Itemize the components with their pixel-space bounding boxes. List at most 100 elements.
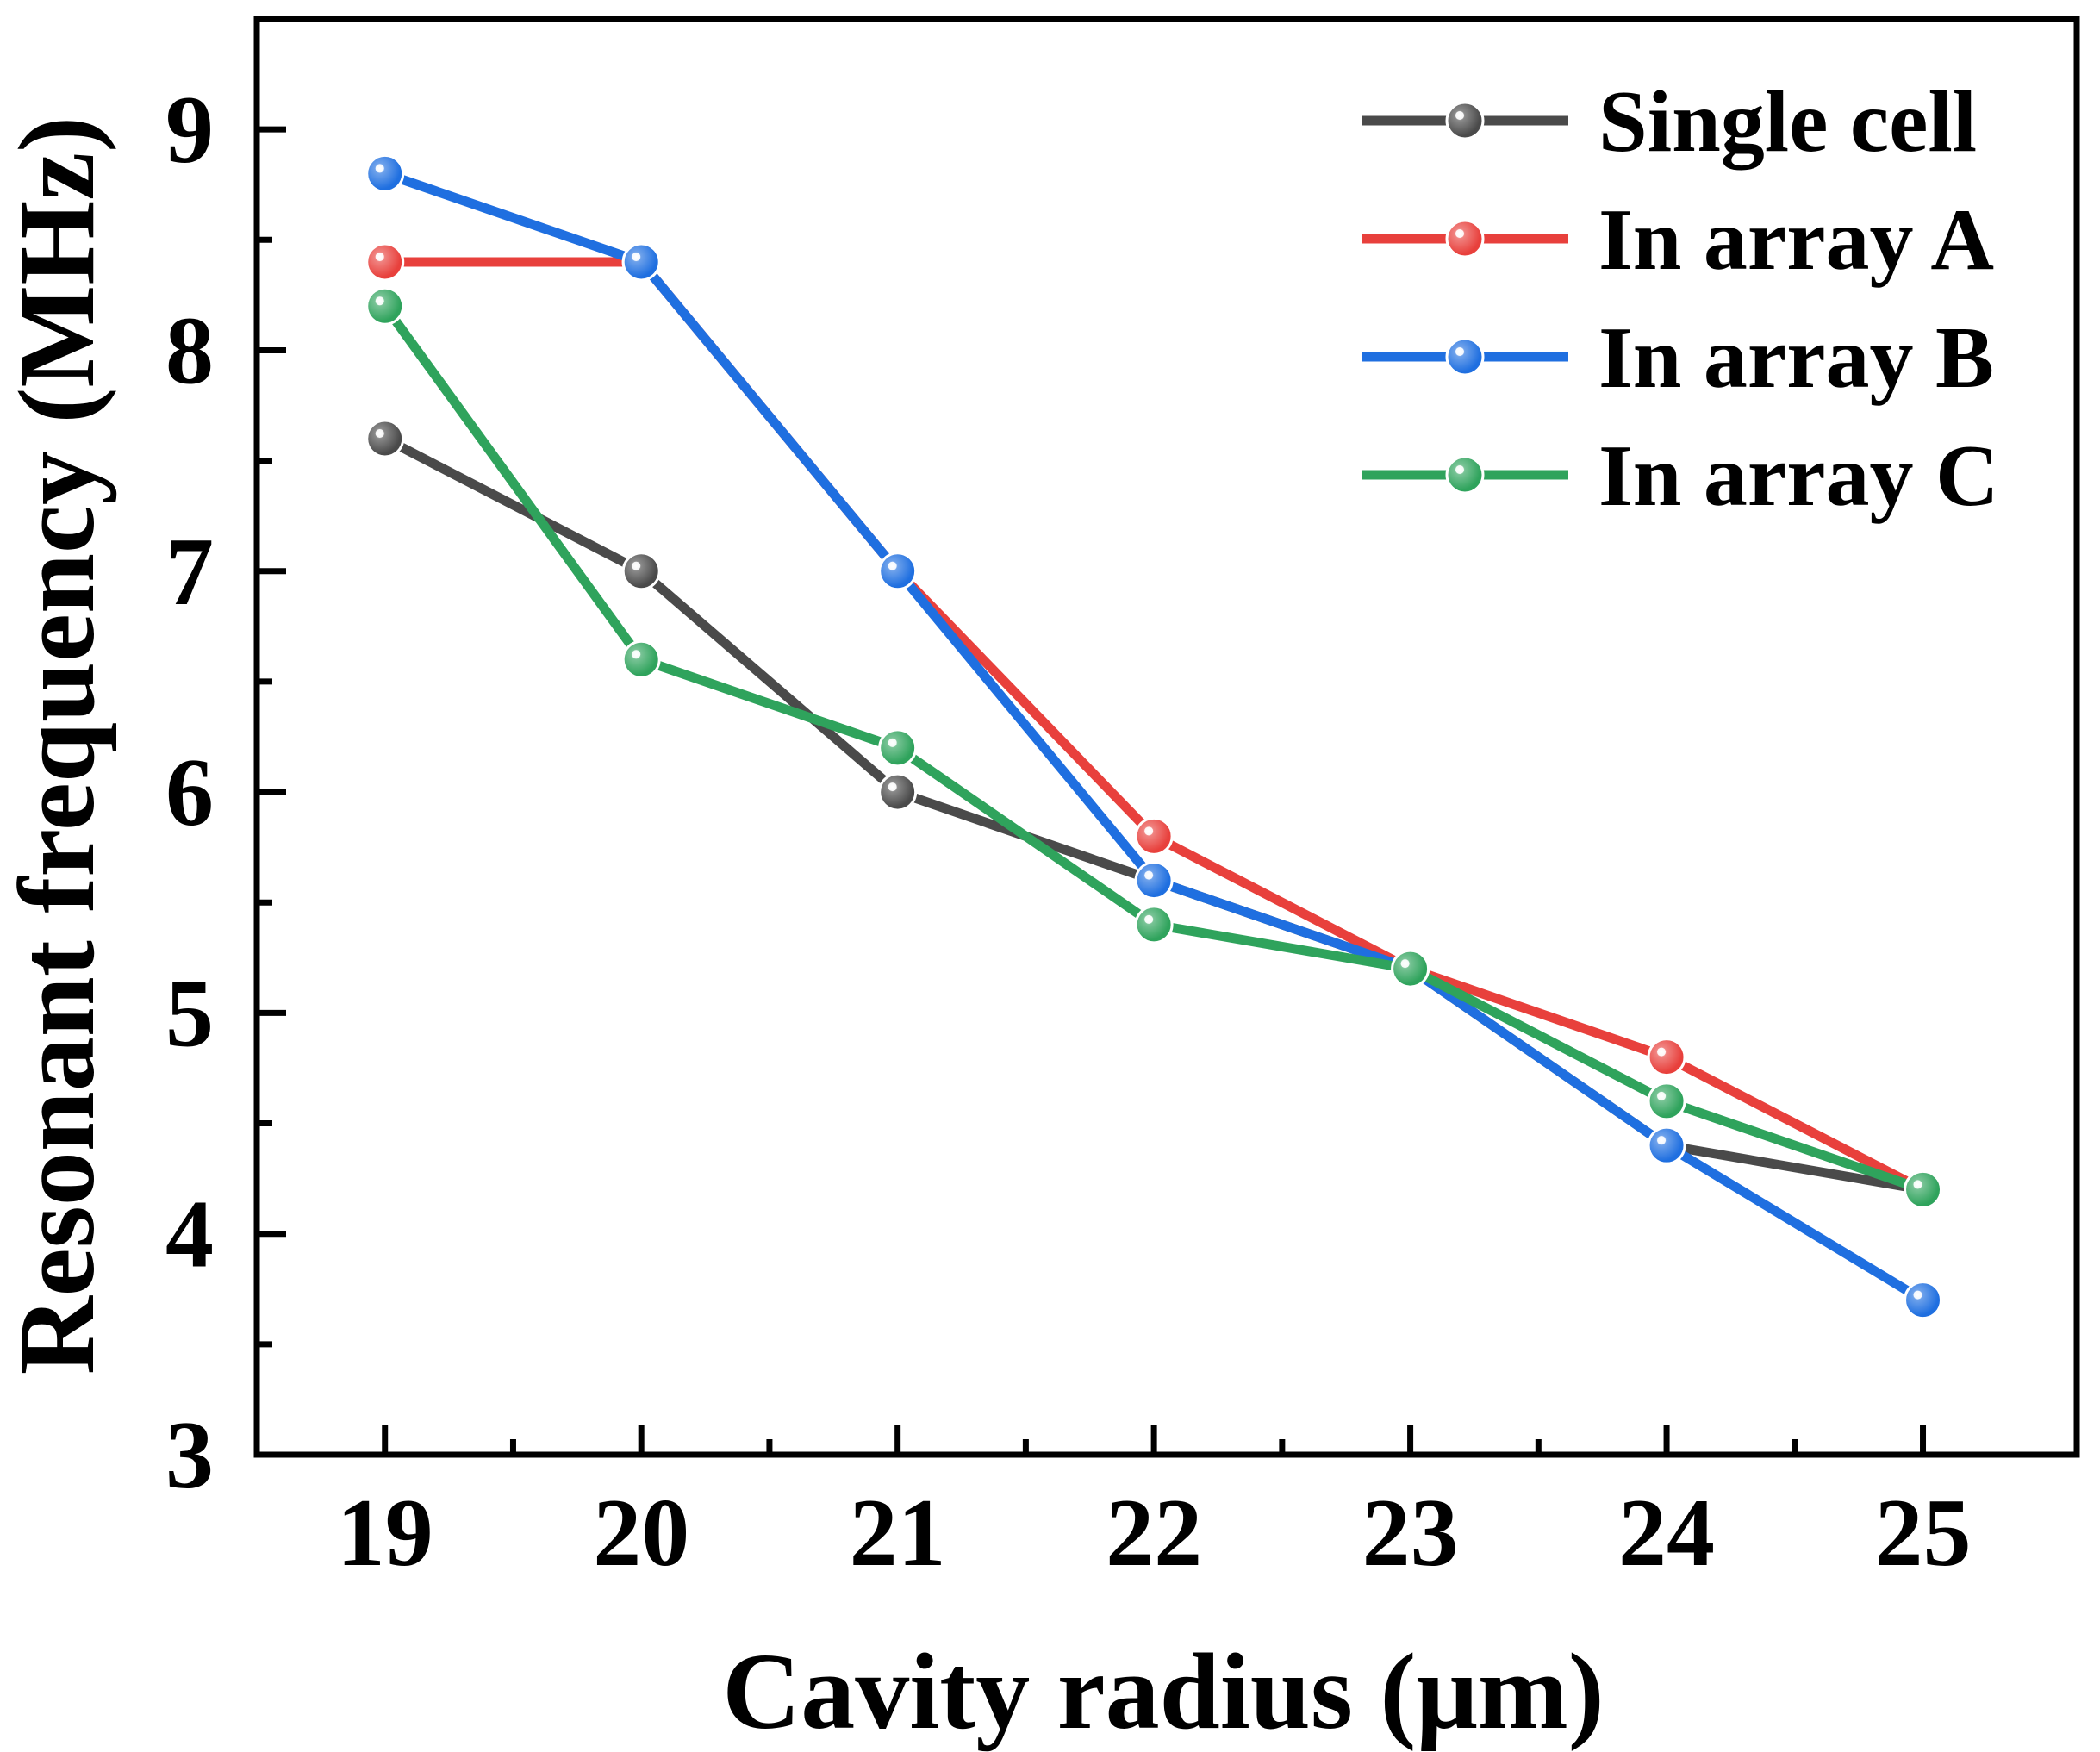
y-tick-label: 5 (165, 960, 214, 1067)
data-point-shine (367, 421, 402, 456)
legend-marker-shine (1448, 103, 1482, 138)
data-point (1904, 1281, 1943, 1320)
series-layer (365, 153, 1943, 1320)
data-point-shine (367, 244, 402, 279)
data-point-highlight (1913, 1290, 1922, 1300)
data-point-shine (1905, 1282, 1941, 1318)
x-tick-label: 24 (1618, 1480, 1715, 1587)
data-point-highlight (1144, 914, 1154, 924)
legend-label: In array C (1598, 427, 1999, 525)
data-point-highlight (632, 561, 641, 570)
data-point-shine (1649, 1083, 1685, 1119)
data-point (1391, 949, 1430, 988)
data-point (365, 286, 405, 326)
legend-item: Single cell (1362, 73, 1977, 171)
data-point-highlight (1144, 826, 1154, 836)
legend-marker-highlight (1455, 347, 1464, 356)
data-point-shine (367, 289, 402, 324)
legend-marker-shine (1448, 340, 1482, 374)
data-point-shine (1905, 1172, 1941, 1207)
data-point-highlight (1144, 870, 1154, 880)
series-line (383, 434, 1924, 1194)
legend-item: In array A (1362, 191, 1994, 289)
legend-marker-highlight (1455, 229, 1464, 238)
y-axis-title: Resonant frequency (MHz) (0, 116, 117, 1375)
data-point-highlight (1657, 1136, 1667, 1145)
data-point (1134, 816, 1174, 856)
legend-label: Single cell (1598, 73, 1977, 171)
legend-item: In array C (1362, 427, 1999, 525)
data-point-shine (1649, 1128, 1685, 1163)
data-point-highlight (375, 296, 384, 306)
data-point (1647, 1038, 1686, 1077)
data-point-highlight (375, 428, 384, 438)
legend-marker (1445, 337, 1485, 377)
series-3 (365, 286, 1943, 1209)
data-point (1134, 905, 1174, 945)
x-tick-label: 21 (850, 1480, 946, 1587)
data-point-highlight (888, 782, 897, 792)
data-point (365, 242, 405, 282)
data-point-shine (1137, 863, 1172, 898)
data-point (621, 639, 661, 679)
data-point-shine (880, 553, 915, 589)
data-point (1647, 1125, 1686, 1165)
axes-layer: 19 20 21 22 23 24 25 3 4 5 6 7 8 9 (165, 16, 2080, 1587)
data-point-highlight (632, 650, 641, 659)
legend-label: In array B (1598, 309, 1994, 407)
x-axis-title: Cavity radius (μm) (722, 1632, 1604, 1752)
data-point-shine (1137, 907, 1172, 942)
data-point-shine (1649, 1039, 1685, 1075)
data-point-highlight (632, 252, 641, 261)
data-point-shine (624, 553, 659, 589)
data-point-highlight (375, 164, 384, 173)
data-point-highlight (1400, 959, 1410, 969)
data-point-shine (1137, 819, 1172, 854)
legend-item: In array B (1362, 309, 1994, 407)
data-point (1647, 1082, 1686, 1121)
data-point-highlight (1913, 1180, 1922, 1189)
legend-marker (1445, 101, 1485, 140)
y-tick-label: 4 (165, 1182, 214, 1288)
y-tick-label: 3 (165, 1402, 214, 1509)
data-point-shine (367, 156, 402, 191)
legend-marker-shine (1448, 458, 1482, 492)
legend-marker (1445, 455, 1485, 495)
data-point-highlight (888, 738, 897, 747)
legend: Single cell In array A In array B In array … (1362, 73, 1999, 525)
x-tick-label: 22 (1106, 1480, 1202, 1587)
data-point (1134, 861, 1174, 901)
plot-frame (253, 16, 2080, 1458)
y-tick-label: 8 (165, 297, 214, 404)
legend-marker-highlight (1455, 111, 1464, 120)
data-point-shine (1393, 951, 1428, 987)
data-point-highlight (375, 252, 384, 261)
data-point (1904, 1169, 1943, 1209)
data-point (878, 552, 918, 591)
x-tick-label: 25 (1875, 1480, 1972, 1587)
data-point (878, 772, 918, 812)
data-point-shine (624, 642, 659, 677)
series-0 (365, 419, 1943, 1209)
data-point (878, 728, 918, 768)
legend-marker-highlight (1455, 465, 1464, 474)
data-point (365, 419, 405, 458)
data-point (365, 153, 405, 193)
data-point-shine (880, 730, 915, 765)
legend-label: In array A (1598, 191, 1994, 289)
legend-marker-shine (1448, 221, 1482, 256)
x-tick-label: 19 (337, 1480, 433, 1587)
data-point (621, 242, 661, 282)
y-tick-label: 7 (165, 519, 214, 626)
y-tick-label: 6 (165, 739, 214, 846)
y-tick-label: 9 (165, 77, 214, 184)
legend-marker (1445, 219, 1485, 259)
data-point (621, 552, 661, 591)
x-tick-label: 23 (1362, 1480, 1459, 1587)
data-point-highlight (888, 561, 897, 570)
data-point-shine (624, 244, 659, 279)
x-tick-label: 20 (593, 1480, 689, 1587)
data-point-highlight (1657, 1091, 1667, 1100)
data-point-highlight (1657, 1047, 1667, 1057)
